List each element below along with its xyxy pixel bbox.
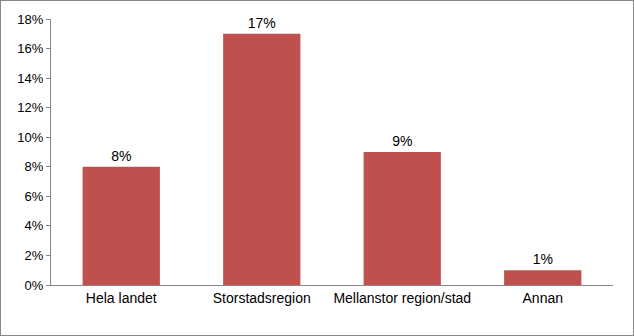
- svg-text:2%: 2%: [25, 248, 44, 263]
- svg-text:10%: 10%: [17, 130, 43, 145]
- svg-text:8%: 8%: [25, 159, 44, 174]
- svg-text:Mellanstor region/stad: Mellanstor region/stad: [333, 290, 471, 306]
- svg-text:8%: 8%: [111, 148, 131, 164]
- svg-text:Annan: Annan: [523, 290, 563, 306]
- svg-text:17%: 17%: [248, 15, 276, 31]
- svg-text:6%: 6%: [25, 189, 44, 204]
- svg-text:14%: 14%: [17, 71, 43, 86]
- svg-text:18%: 18%: [17, 12, 43, 27]
- svg-text:Hela landet: Hela landet: [86, 290, 157, 306]
- svg-text:0%: 0%: [25, 278, 44, 293]
- svg-text:Storstadsregion: Storstadsregion: [213, 290, 311, 306]
- svg-text:1%: 1%: [533, 251, 553, 267]
- svg-text:9%: 9%: [392, 133, 412, 149]
- svg-text:4%: 4%: [25, 218, 44, 233]
- svg-text:12%: 12%: [17, 100, 43, 115]
- svg-text:16%: 16%: [17, 41, 43, 56]
